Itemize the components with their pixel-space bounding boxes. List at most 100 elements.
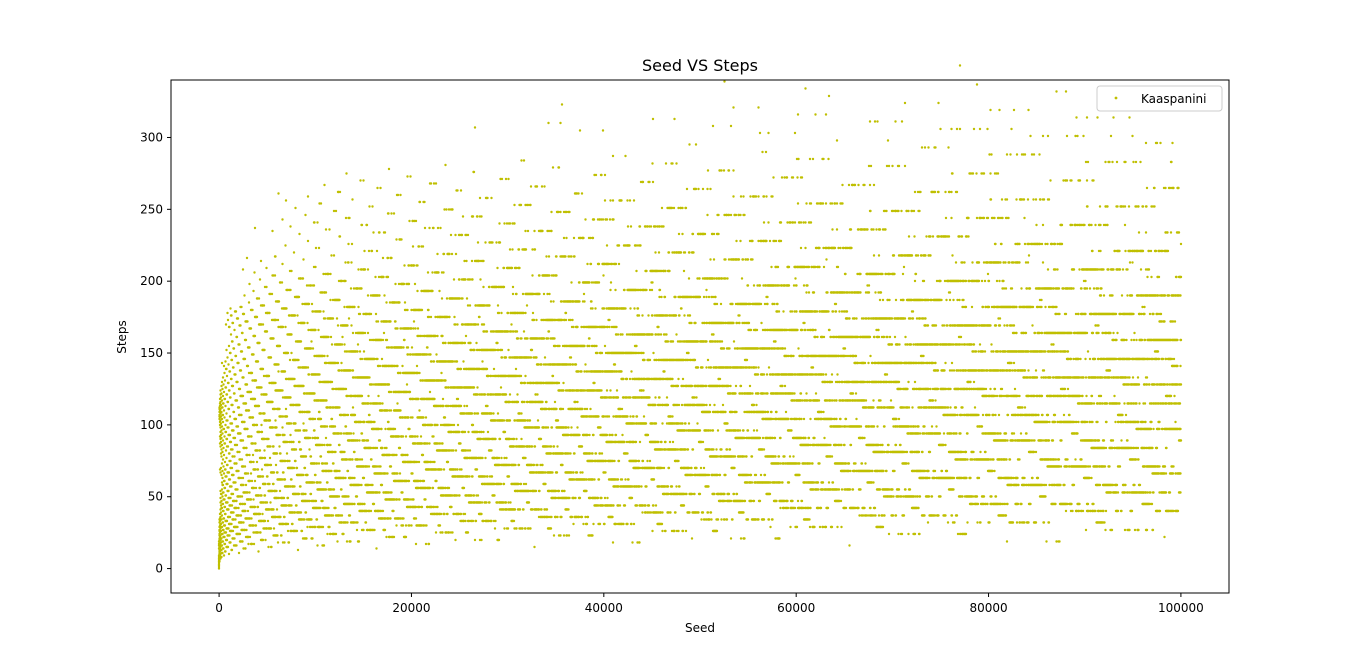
data-point xyxy=(220,422,222,424)
data-point xyxy=(284,244,286,246)
data-point xyxy=(429,487,431,489)
data-point xyxy=(452,449,454,451)
data-point xyxy=(385,301,387,303)
data-point xyxy=(417,327,419,329)
data-point xyxy=(409,175,411,177)
data-point xyxy=(427,271,429,273)
data-point xyxy=(371,250,373,252)
data-point xyxy=(329,273,331,275)
data-point xyxy=(303,322,305,324)
data-point xyxy=(224,513,226,515)
data-point xyxy=(390,409,392,411)
data-point xyxy=(361,432,363,434)
data-point xyxy=(236,488,238,490)
data-point xyxy=(230,378,232,380)
data-point xyxy=(408,220,410,222)
data-point xyxy=(297,359,299,361)
data-point xyxy=(382,339,384,341)
data-point xyxy=(264,520,266,522)
data-point xyxy=(318,247,320,249)
data-point xyxy=(460,189,462,191)
data-point xyxy=(472,520,474,522)
data-point xyxy=(221,495,223,497)
data-point xyxy=(256,461,258,463)
data-point xyxy=(406,454,408,456)
data-point xyxy=(233,455,235,457)
data-point xyxy=(220,396,222,398)
data-point xyxy=(444,342,446,344)
data-point xyxy=(392,510,394,512)
data-point xyxy=(221,507,223,509)
data-point xyxy=(235,355,237,357)
data-point xyxy=(469,304,471,306)
data-point xyxy=(224,468,226,470)
data-point xyxy=(224,487,226,489)
data-point xyxy=(384,428,386,430)
data-point xyxy=(432,227,434,229)
data-point xyxy=(225,449,227,451)
data-point xyxy=(389,320,391,322)
data-point xyxy=(399,372,401,374)
data-point xyxy=(338,495,340,497)
data-point xyxy=(396,472,398,474)
data-point xyxy=(414,283,416,285)
data-point xyxy=(395,524,397,526)
data-point xyxy=(252,461,254,463)
data-point xyxy=(440,468,442,470)
data-point xyxy=(306,474,308,476)
data-point xyxy=(264,457,266,459)
data-point xyxy=(228,534,230,536)
data-point xyxy=(390,257,392,259)
data-point xyxy=(220,437,222,439)
data-point xyxy=(306,322,308,324)
data-point xyxy=(252,416,254,418)
data-point xyxy=(256,316,258,318)
data-point xyxy=(471,475,473,477)
data-point xyxy=(264,494,266,496)
data-point xyxy=(342,533,344,535)
data-point xyxy=(263,349,265,351)
data-point xyxy=(287,530,289,532)
data-point xyxy=(458,278,460,280)
data-point xyxy=(233,392,235,394)
data-point xyxy=(400,238,402,240)
data-point xyxy=(459,442,461,444)
data-point xyxy=(294,422,296,424)
data-point xyxy=(315,247,317,249)
data-point xyxy=(224,524,226,526)
data-point xyxy=(235,500,237,502)
data-point xyxy=(435,182,437,184)
data-point xyxy=(267,546,269,548)
data-point xyxy=(255,524,257,526)
data-point xyxy=(435,353,437,355)
data-point xyxy=(376,447,378,449)
data-point xyxy=(222,503,224,505)
data-point xyxy=(340,362,342,364)
data-point xyxy=(343,343,345,345)
data-point xyxy=(362,179,364,181)
data-point xyxy=(223,480,225,482)
data-point xyxy=(269,419,271,421)
data-point xyxy=(401,491,403,493)
data-point xyxy=(232,511,234,513)
data-point xyxy=(230,485,232,487)
data-point xyxy=(251,372,253,374)
data-point xyxy=(324,317,326,319)
data-point xyxy=(436,253,438,255)
data-point xyxy=(221,514,223,516)
data-point xyxy=(245,447,247,449)
data-point xyxy=(220,455,222,457)
data-point xyxy=(453,316,455,318)
data-point xyxy=(271,401,273,403)
data-point xyxy=(231,404,233,406)
data-point xyxy=(269,457,271,459)
data-point xyxy=(317,329,319,331)
data-point xyxy=(428,442,430,444)
data-point xyxy=(304,493,306,495)
data-point xyxy=(225,368,227,370)
data-point xyxy=(469,449,471,451)
data-point xyxy=(458,431,460,433)
data-point xyxy=(405,536,407,538)
data-point xyxy=(259,513,261,515)
data-point xyxy=(339,191,341,193)
